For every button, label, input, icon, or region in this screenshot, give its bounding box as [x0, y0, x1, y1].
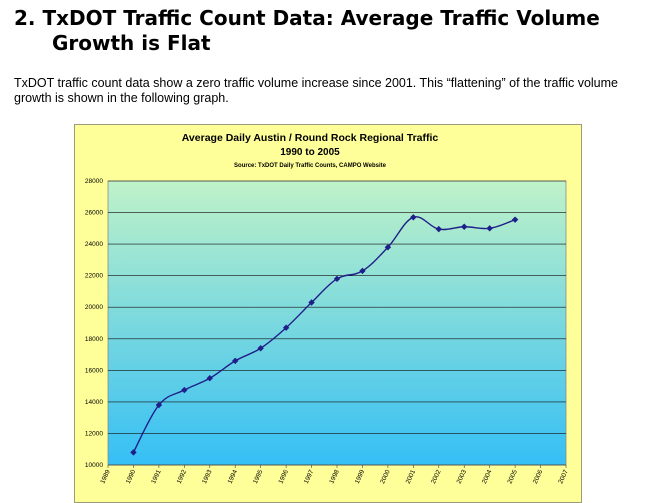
- chart-subtitle: 1990 to 2005: [280, 147, 340, 158]
- x-tick-label: 1989: [99, 469, 112, 485]
- x-tick-label: 2004: [481, 469, 494, 485]
- data-point-marker: [384, 244, 392, 251]
- x-tick-label: 1999: [354, 469, 367, 485]
- data-point-marker: [206, 375, 213, 382]
- y-tick-label: 10000: [85, 462, 103, 469]
- x-tick-label: 2005: [506, 469, 519, 485]
- x-tick-label: 1998: [328, 469, 341, 485]
- x-tick-label: 1991: [150, 469, 163, 485]
- x-tick-label: 2002: [430, 469, 443, 485]
- data-point-marker: [232, 357, 239, 365]
- plot-area: [107, 180, 567, 466]
- series-line: [132, 216, 516, 453]
- y-tick-label: 20000: [85, 304, 103, 311]
- heading-line-1: TxDOT Traffic Count Data: Average Traffi…: [42, 6, 600, 30]
- x-tick-label: 1994: [227, 469, 240, 485]
- heading-line-2: Growth is Flat: [52, 31, 211, 55]
- data-point-marker: [130, 449, 137, 456]
- data-point-marker: [410, 214, 417, 221]
- y-tick-label: 12000: [85, 430, 103, 437]
- y-tick-label: 18000: [85, 336, 103, 343]
- data-point-marker: [461, 223, 468, 230]
- y-tick-label: 26000: [85, 210, 103, 217]
- section-heading: 2. TxDOT Traffic Count Data: Average Tra…: [14, 6, 650, 56]
- y-tick-label: 16000: [85, 367, 103, 374]
- y-tick-label: 24000: [85, 241, 103, 248]
- y-tick-label: 28000: [85, 178, 103, 185]
- x-tick-label: 1995: [252, 469, 265, 485]
- y-tick-label: 14000: [85, 399, 103, 406]
- x-tick-label: 2003: [456, 469, 469, 485]
- data-point-marker: [511, 216, 519, 223]
- data-point-marker: [333, 275, 341, 283]
- data-point-marker: [435, 225, 442, 233]
- x-tick-label: 2006: [532, 469, 545, 485]
- data-point-marker: [486, 225, 493, 232]
- data-point-marker: [181, 386, 188, 394]
- data-point-marker: [308, 299, 315, 306]
- data-point-marker: [359, 267, 366, 275]
- data-point-marker: [257, 345, 264, 352]
- chart-title: Average Daily Austin / Round Rock Region…: [182, 132, 439, 144]
- data-point-marker: [282, 324, 290, 331]
- x-tick-label: 1990: [125, 469, 138, 485]
- x-tick-label: 2007: [557, 469, 570, 485]
- x-tick-label: 2001: [405, 469, 418, 485]
- x-tick-label: 2000: [379, 469, 392, 485]
- intro-paragraph: TxDOT traffic count data show a zero tra…: [14, 76, 618, 105]
- x-tick-label: 1993: [201, 469, 214, 485]
- data-point-marker: [155, 401, 163, 409]
- x-tick-label: 1996: [277, 469, 290, 485]
- y-tick-label: 22000: [85, 273, 103, 280]
- section-number: 2.: [14, 6, 36, 30]
- x-tick-label: 1997: [303, 469, 316, 485]
- x-tick-label: 1992: [176, 469, 189, 485]
- chart-source: Source: TxDOT Daily Traffic Counts, CAMP…: [234, 163, 387, 169]
